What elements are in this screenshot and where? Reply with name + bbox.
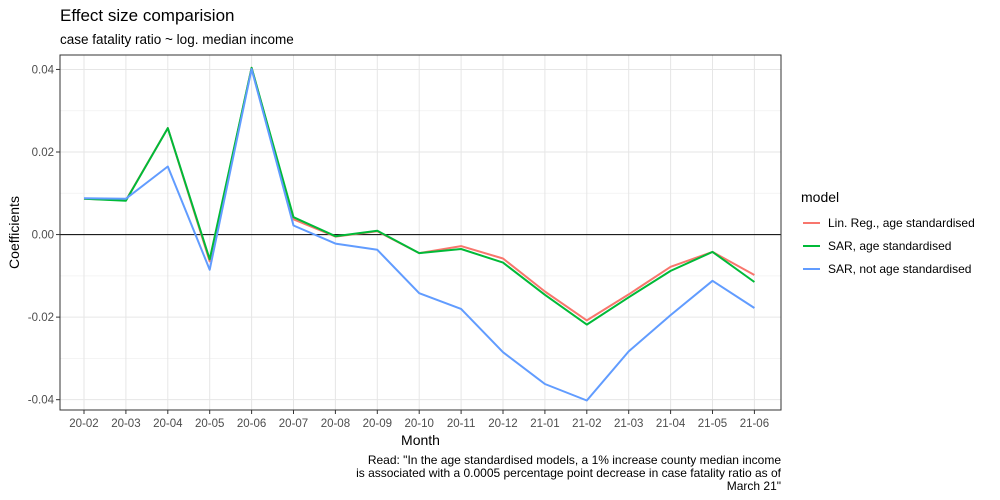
x-tick-label: 21-01 — [530, 418, 559, 430]
x-tick-label: 20-10 — [404, 418, 433, 430]
caption: Read: "In the age standardised models, a… — [300, 454, 781, 493]
x-tick-label: 21-05 — [698, 418, 727, 430]
grid-minor — [60, 110, 781, 359]
y-tick-label: -0.02 — [28, 312, 54, 324]
series-line-2 — [83, 66, 755, 326]
legend-label: Lin. Reg., age standardised — [828, 215, 975, 230]
legend-items: Lin. Reg., age standardised SAR, age stan… — [801, 211, 975, 280]
x-tick-label: 20-12 — [488, 418, 517, 430]
chart-subtitle: case fatality ratio ~ log. median income — [60, 32, 294, 47]
y-tick-label: 0.00 — [32, 230, 54, 242]
x-tick-label: 21-06 — [740, 418, 769, 430]
legend-item-2: SAR, age standardised — [801, 234, 975, 257]
y-tick-label: -0.04 — [28, 395, 55, 407]
legend-item-1: Lin. Reg., age standardised — [801, 211, 975, 234]
x-tick-label: 21-03 — [614, 418, 643, 430]
x-tick-label: 20-08 — [321, 418, 350, 430]
legend-swatch — [803, 267, 820, 270]
plot-border — [59, 54, 782, 411]
legend-swatch — [803, 221, 820, 224]
legend-label: SAR, not age standardised — [828, 261, 972, 276]
x-tick-label: 20-06 — [237, 418, 266, 430]
y-tick-label: 0.02 — [32, 147, 54, 159]
x-tick-label: 21-02 — [572, 418, 601, 430]
x-axis-label: Month — [401, 432, 440, 448]
caption-line-1: Read: "In the age standardised models, a… — [367, 453, 781, 467]
x-tick-label: 21-04 — [656, 418, 686, 430]
x-tick-label: 20-02 — [69, 418, 98, 430]
series-line-3 — [83, 68, 755, 402]
caption-line-2: is associated with a 0.0005 percentage p… — [356, 466, 781, 480]
x-tick-label: 20-11 — [447, 418, 476, 430]
legend-title: model — [801, 189, 840, 205]
legend-item-3: SAR, not age standardised — [801, 257, 975, 280]
legend-label: SAR, age standardised — [828, 238, 952, 253]
y-axis-label: Coefficients — [6, 196, 22, 269]
plot-panel — [60, 55, 781, 410]
legend-swatch — [803, 244, 820, 247]
x-tick-label: 20-04 — [153, 418, 183, 430]
y-tick-label: 0.04 — [32, 64, 55, 76]
chart-title: Effect size comparision — [60, 6, 235, 25]
legend: model Lin. Reg., age standardised SAR, ag… — [801, 189, 975, 280]
x-tick-label: 20-05 — [195, 418, 224, 430]
caption-line-3: March 21" — [726, 479, 781, 493]
x-tick-label: 20-03 — [111, 418, 140, 430]
x-tick-label: 20-07 — [279, 418, 308, 430]
x-axis-ticks: 20-02 20-03 20-04 20-05 20-06 20-07 20-08 20-09… — [69, 410, 769, 430]
series-lines — [83, 66, 755, 402]
y-axis-ticks: -0.04 -0.02 0.00 0.02 0.04 — [28, 64, 60, 407]
x-tick-label: 20-09 — [363, 418, 392, 430]
